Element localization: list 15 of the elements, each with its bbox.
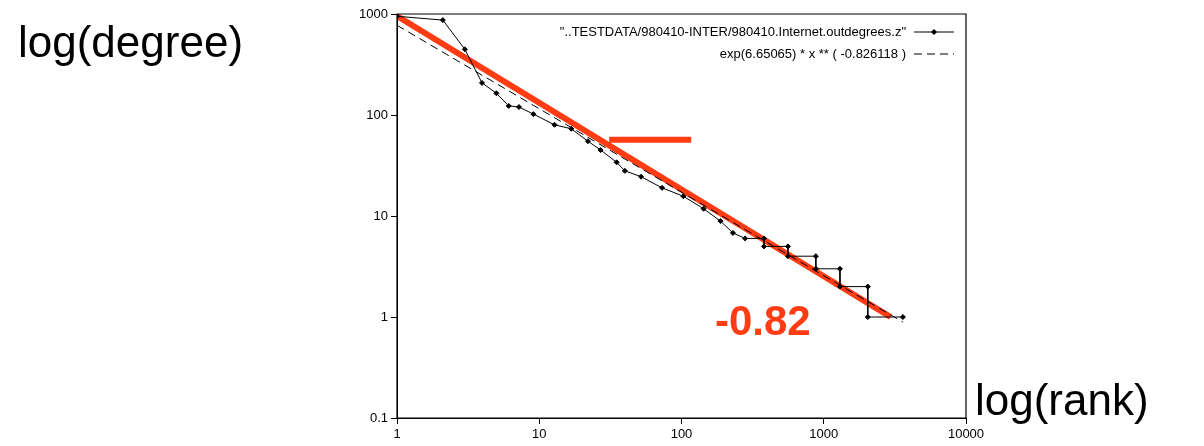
x-tick-label: 100 [670, 426, 693, 442]
y-tick-label: 100 [366, 106, 388, 122]
legend-label: exp(6.65065) * x ** ( -0.826118 ) [719, 45, 906, 61]
y-tick-label: 1 [380, 308, 388, 324]
y-tick-label: 0.1 [369, 409, 388, 425]
x-axis-title: log(rank) [975, 375, 1149, 424]
x-tick-label: 10 [532, 426, 547, 442]
x-tick-label: 10000 [947, 426, 985, 442]
annotation: -0.82 [715, 297, 811, 344]
y-tick-label: 1000 [359, 5, 388, 21]
y-tick-label: 10 [373, 207, 388, 223]
x-tick-label: 1 [393, 426, 401, 442]
legend-label: "..TESTDATA/980410-INTER/980410.Internet.outdegrees.z" [559, 23, 907, 39]
y-axis-title: log(degree) [18, 17, 244, 66]
x-tick-label: 1000 [809, 426, 839, 442]
